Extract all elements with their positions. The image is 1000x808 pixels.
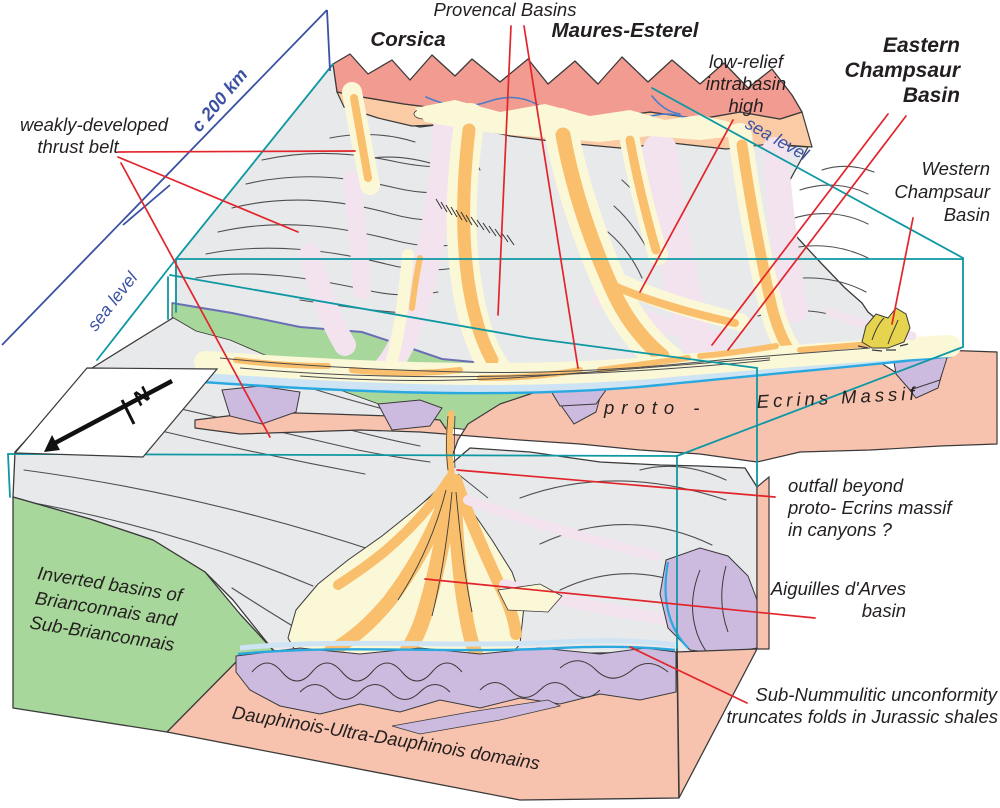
channel-belt-lines (219, 347, 871, 381)
svg-text:basin: basin (862, 600, 906, 621)
svg-text:in canyons ?: in canyons ? (788, 519, 893, 540)
proto-ecrins-massif (194, 307, 998, 463)
svg-text:Eastern: Eastern (883, 34, 960, 57)
unconformity-cyan-line (202, 354, 953, 395)
leader-lines (117, 25, 914, 704)
svg-text:thrust belt: thrust belt (37, 136, 119, 157)
western-champsaur-basin-fill (857, 307, 911, 352)
channel-belt-cream (194, 335, 961, 386)
scale-bracket (1, 9, 331, 346)
svg-text:Aiguilles d'Arves: Aiguilles d'Arves (770, 578, 906, 599)
svg-text:outfall beyond: outfall beyond (788, 475, 904, 496)
label-aiguilles: Aiguilles d'Arves basin (770, 578, 906, 621)
svg-text:high: high (729, 95, 764, 116)
svg-text:Basin: Basin (944, 204, 990, 225)
svg-text:proto- Ecrins massif: proto- Ecrins massif (787, 497, 953, 518)
jurassic-shale-band (235, 638, 677, 735)
svg-text:Champsaur: Champsaur (894, 181, 990, 202)
channel-margins (299, 115, 808, 385)
svg-text:Basin: Basin (903, 84, 960, 107)
label-low-relief: low-relief intrabasin high (706, 51, 786, 116)
channel-head-fan (415, 100, 745, 142)
sea-level-wireframe (7, 63, 964, 649)
front-corner-edge (676, 647, 680, 799)
right-face-salmon (756, 475, 770, 650)
svg-text:intrabasin: intrabasin (706, 73, 786, 94)
label-thrust-belt: weakly-developed thrust belt (20, 114, 169, 157)
label-provencal-basins: Provencal Basins (434, 0, 577, 20)
svg-text:low-relief: low-relief (709, 51, 785, 72)
label-scale: c 200 km (187, 65, 251, 136)
label-maures-esterel: Maures-Esterel (552, 19, 700, 42)
label-western-champsaur: Western Champsaur Basin (894, 158, 990, 225)
svg-text:Champsaur: Champsaur (844, 59, 961, 82)
svg-text:weakly-developed: weakly-developed (20, 114, 169, 135)
north-arrow-icon: N (13, 367, 219, 458)
label-proto: proto - (603, 397, 706, 418)
label-sub-nummulitic: Sub-Nummulitic unconformity truncates fo… (727, 684, 999, 727)
label-corsica: Corsica (370, 28, 445, 51)
svg-text:truncates folds in Jurassic sh: truncates folds in Jurassic shales (727, 706, 998, 727)
label-sea-level-left: sea level (83, 267, 142, 335)
label-outfall: outfall beyond proto- Ecrins massif in c… (787, 475, 953, 540)
channel-fills-orange (350, 94, 798, 367)
label-eastern-champsaur: Eastern Champsaur Basin (844, 34, 961, 107)
svg-text:Western: Western (921, 158, 990, 179)
svg-text:Sub-Nummulitic unconformity: Sub-Nummulitic unconformity (755, 684, 998, 705)
inverted-basins-face (12, 496, 274, 733)
escarpment-hachures (435, 198, 515, 246)
